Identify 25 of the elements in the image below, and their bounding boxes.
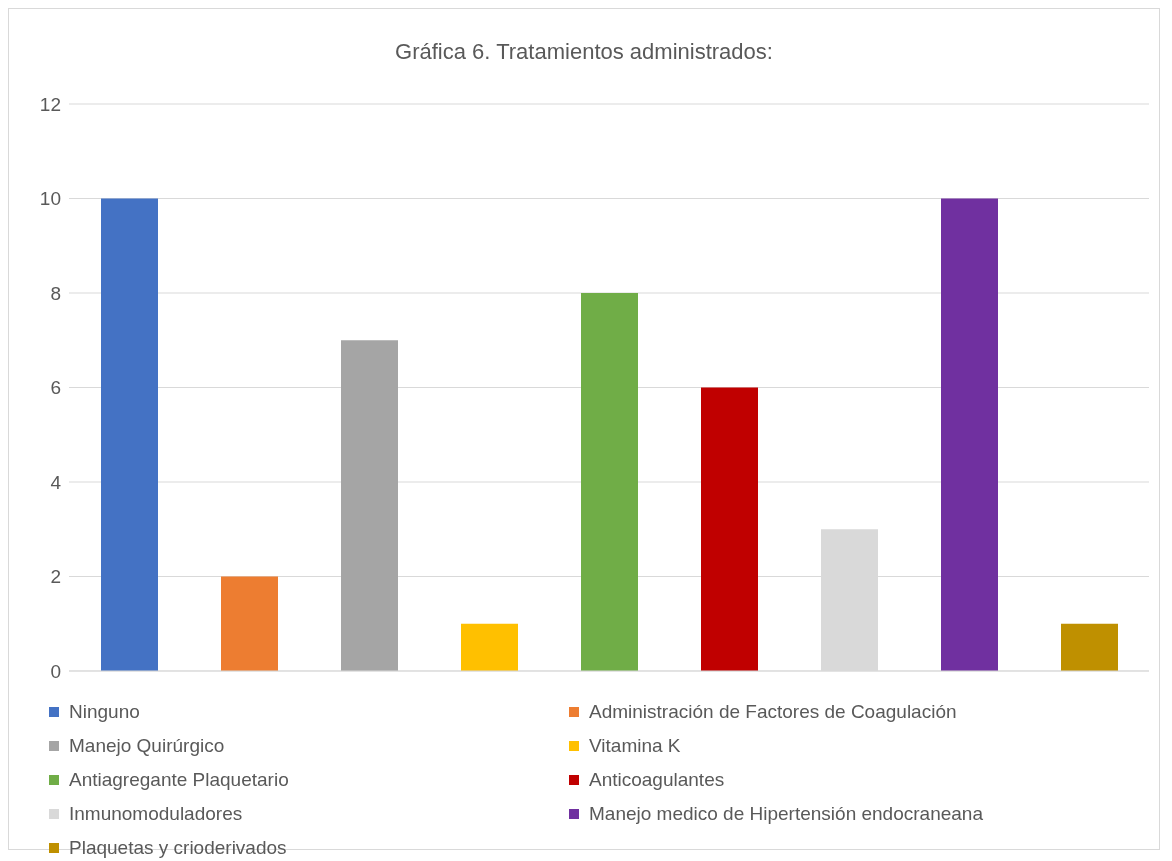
bar	[1061, 623, 1118, 671]
legend-label: Manejo Quirúrgico	[69, 735, 225, 757]
bar	[341, 340, 398, 671]
y-tick-label: 12	[39, 93, 61, 115]
y-tick-label: 6	[50, 377, 61, 399]
bar	[461, 623, 518, 671]
legend-label: Inmunomoduladores	[69, 803, 243, 825]
legend-label: Anticoagulantes	[589, 769, 725, 791]
legend-label: Ninguno	[69, 701, 140, 723]
legend-label: Manejo medico de Hipertensión endocraneana	[589, 803, 983, 825]
y-tick-label: 4	[50, 471, 62, 493]
bar	[101, 198, 158, 671]
bar	[701, 387, 758, 671]
bar	[941, 198, 998, 671]
y-tick-label: 8	[50, 282, 61, 304]
y-tick-label: 0	[50, 660, 61, 682]
legend-label: Administración de Factores de Coagulación	[589, 701, 957, 723]
legend-label: Vitamina K	[589, 735, 681, 757]
bar	[221, 576, 278, 671]
y-tick-label: 10	[39, 188, 61, 210]
y-tick-label: 2	[50, 566, 61, 588]
legend-label: Plaquetas y crioderivados	[69, 837, 287, 859]
legend-label: Antiagregante Plaquetario	[69, 769, 289, 791]
chart-title: Gráfica 6. Tratamientos administrados:	[394, 38, 774, 66]
bar	[581, 293, 638, 671]
